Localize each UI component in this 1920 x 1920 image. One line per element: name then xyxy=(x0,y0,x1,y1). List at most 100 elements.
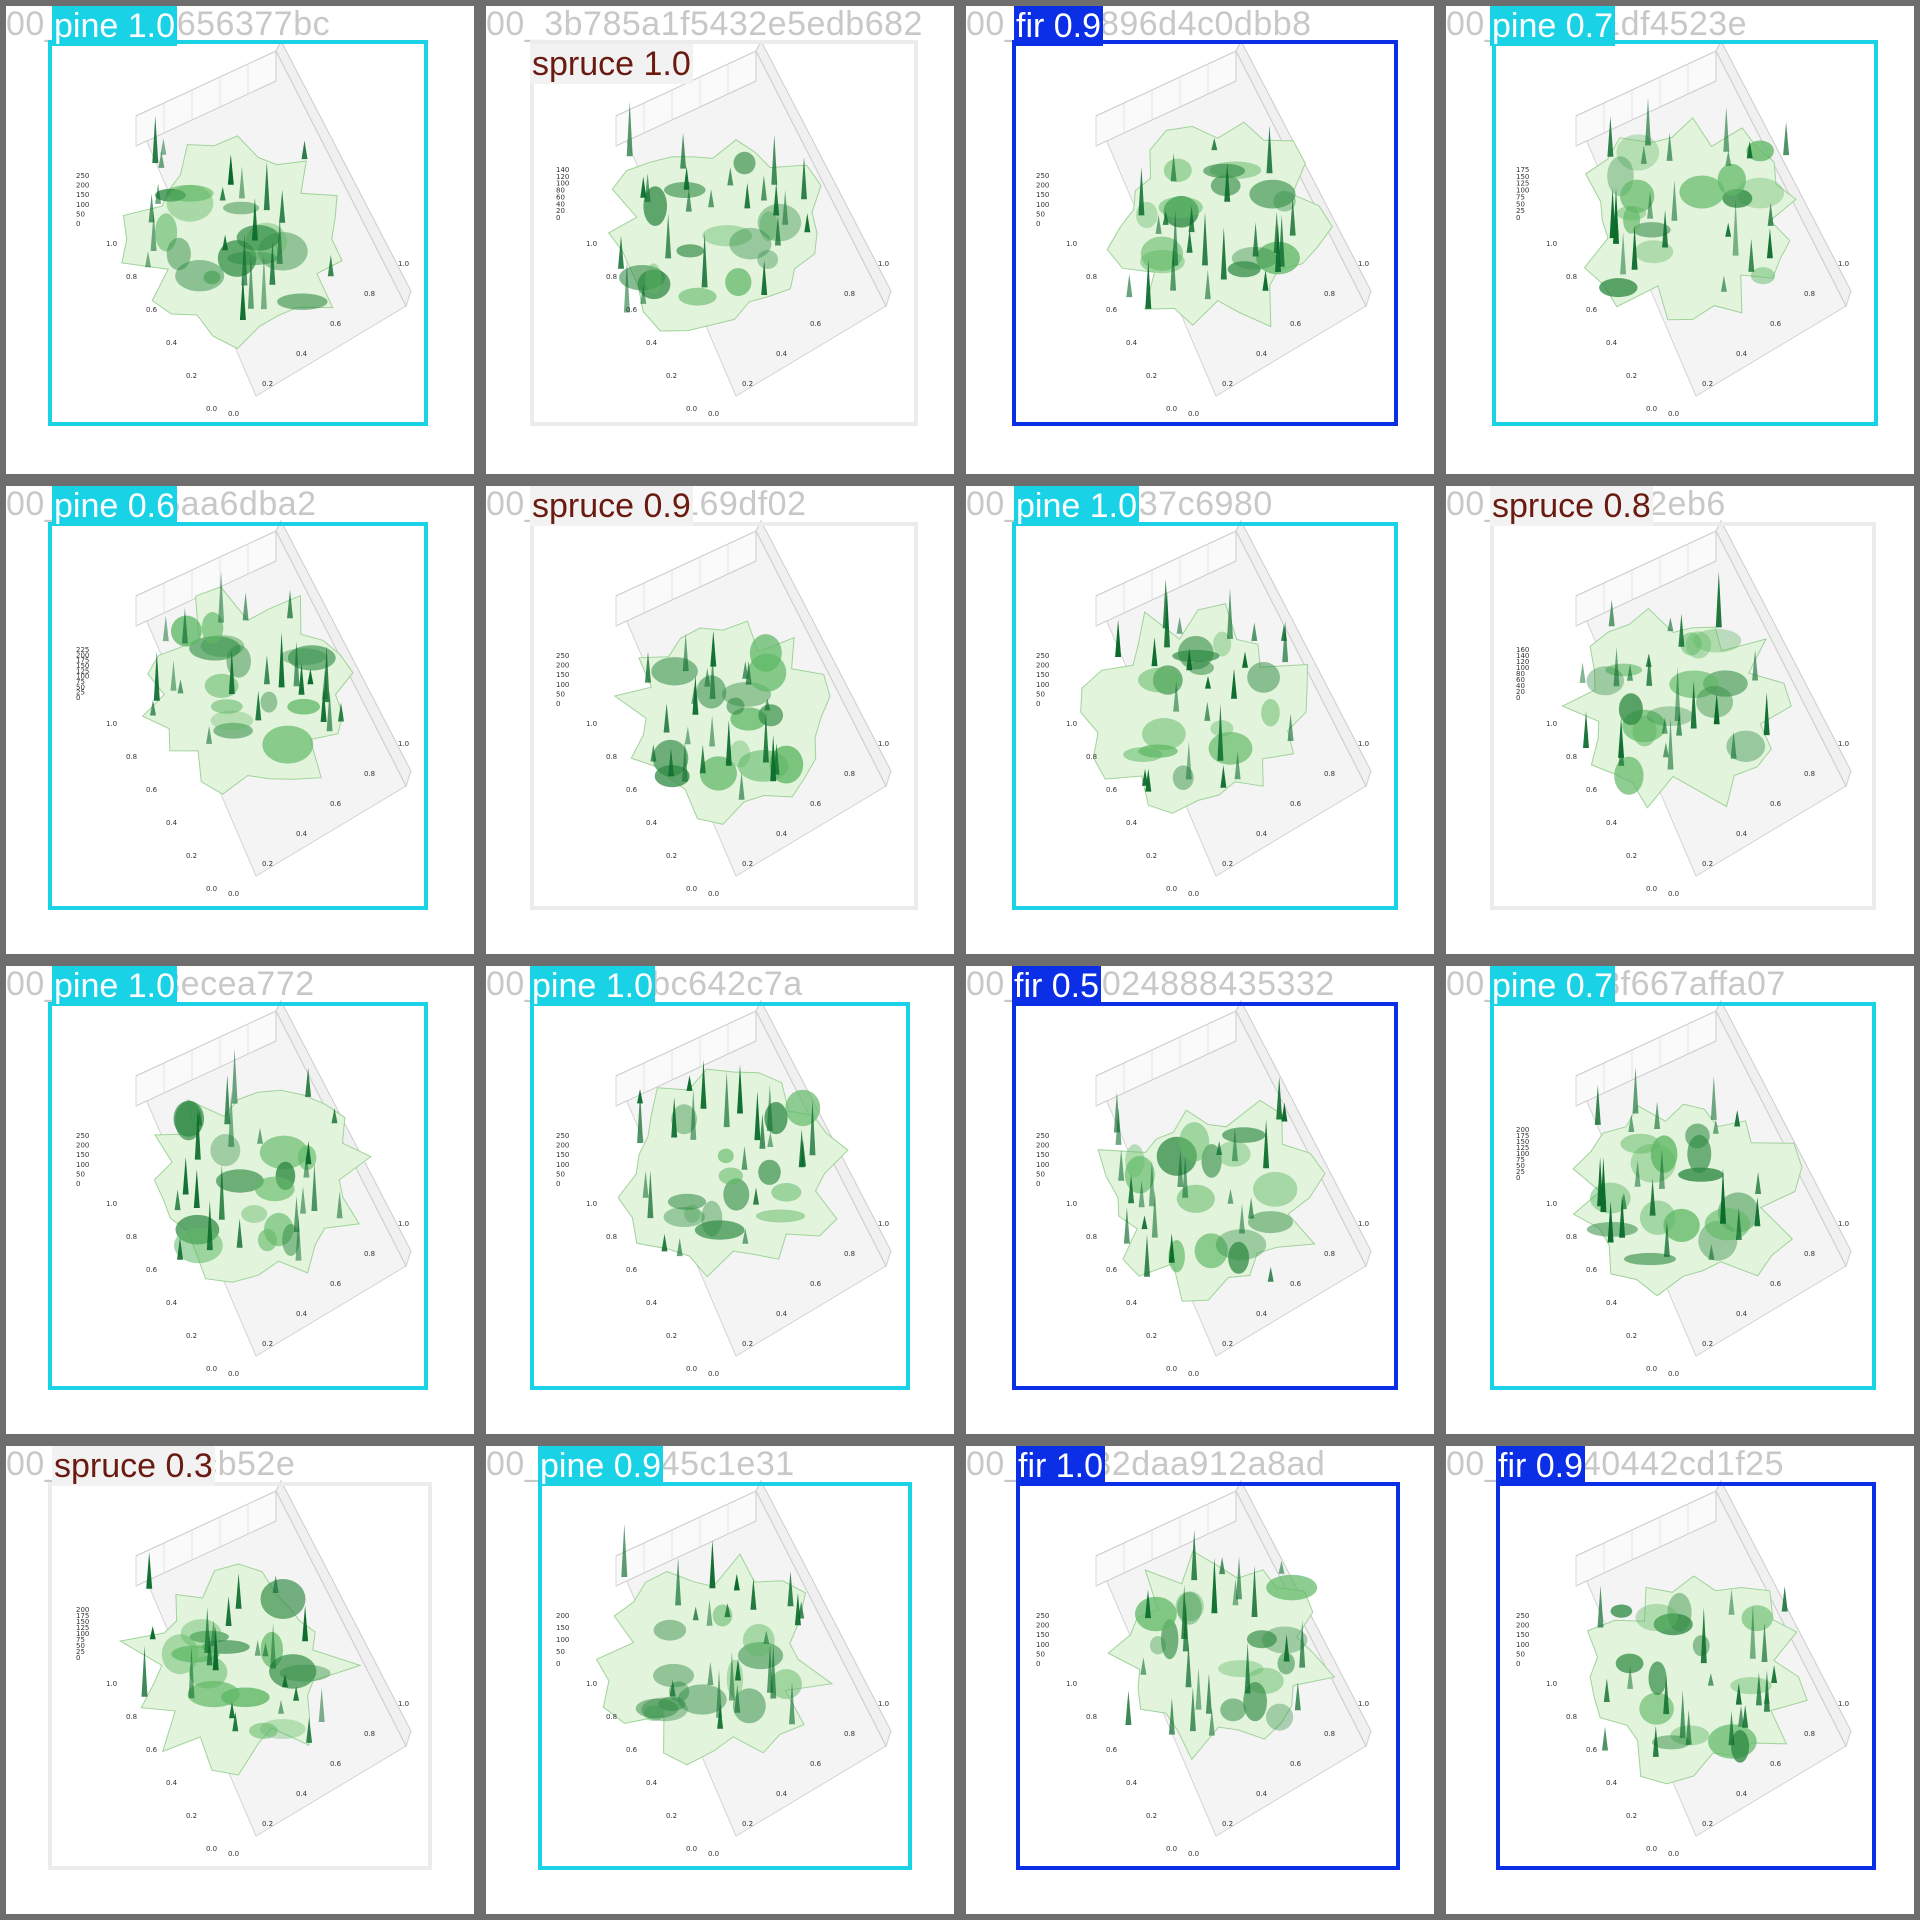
surface-spike xyxy=(709,715,716,747)
surface-patch xyxy=(1663,1208,1700,1242)
y-tick-label: 0.2 xyxy=(666,1812,677,1820)
surface-spike xyxy=(251,197,258,241)
x-tick-label: 0.4 xyxy=(1736,830,1748,838)
surface-spike xyxy=(1148,1160,1155,1207)
surface-spike xyxy=(1188,206,1195,233)
surface-spike xyxy=(626,101,633,157)
x-tick-label: 0.8 xyxy=(1324,770,1335,778)
y-tick-label: 0.0 xyxy=(206,405,217,413)
surface-spike xyxy=(716,1669,722,1718)
surface-patch xyxy=(1650,1135,1678,1173)
surface-spike xyxy=(1231,668,1237,699)
surface-spike xyxy=(255,690,262,721)
surface-patch xyxy=(1123,747,1163,762)
surface-spike xyxy=(644,173,651,202)
surface-spike xyxy=(1211,1557,1218,1614)
detection-tile: 250 200 150 100 50 0 1.0 0.8 0.6 0.4 0.2 0.0 0.0 0.2 0… xyxy=(486,486,954,954)
surface-spike xyxy=(1224,163,1231,202)
y-tick-label: 0.6 xyxy=(1586,306,1598,314)
surface-patch xyxy=(1679,175,1725,209)
surface-patch xyxy=(1142,718,1186,750)
surface-spike xyxy=(665,213,672,259)
surface-spike xyxy=(1252,222,1259,257)
detection-tile: 200 150 100 50 0 1.0 0.8 0.6 0.4 0.2 0.0 0.0 0.2 0.4 0… xyxy=(486,1446,954,1914)
surface-spike xyxy=(1248,1197,1255,1219)
surface-spike xyxy=(318,1687,325,1722)
surface-patch xyxy=(1248,1211,1293,1234)
z-tick-label: 250 xyxy=(1036,1132,1049,1140)
surface-patch xyxy=(1277,1652,1295,1675)
surface-patch xyxy=(1218,1660,1264,1678)
surface-spike xyxy=(1138,1180,1145,1208)
surface-patch xyxy=(269,1654,317,1689)
z-tick-label: 75 xyxy=(1516,1156,1525,1164)
surface-spike xyxy=(1144,1234,1150,1277)
z-tick-label: 0 xyxy=(556,214,560,222)
surface-patch xyxy=(1599,278,1638,298)
z-tick-label: 150 xyxy=(1036,1151,1049,1159)
surface-spike xyxy=(1766,228,1773,259)
x-tick-label: 0.0 xyxy=(228,890,239,898)
surface-spike xyxy=(287,589,293,619)
z-tick-label: 250 xyxy=(76,172,89,180)
x-tick-label: 0.6 xyxy=(1770,1280,1782,1288)
x-tick-label: 0.8 xyxy=(364,290,375,298)
surface-spike xyxy=(1140,1657,1147,1675)
detection-bounding-box xyxy=(530,40,918,426)
x-tick-label: 0.2 xyxy=(1222,380,1233,388)
x-tick-label: 0.8 xyxy=(364,1250,375,1258)
y-tick-label: 0.6 xyxy=(1586,1266,1598,1274)
surface-patch xyxy=(1228,1241,1250,1274)
y-tick-label: 0.4 xyxy=(166,1299,178,1307)
surface-patch xyxy=(1203,163,1246,179)
z-tick-label: 150 xyxy=(556,671,569,679)
x-tick-label: 0.6 xyxy=(810,1760,822,1768)
surface-spike xyxy=(709,656,716,699)
surface-spike xyxy=(254,1639,261,1656)
surface-spike xyxy=(1278,214,1285,267)
surface-patch xyxy=(1179,1122,1210,1162)
class-confidence-label: pine 0.7 xyxy=(1490,966,1615,1006)
surface-spike xyxy=(1185,741,1192,780)
surface-patch xyxy=(1717,163,1746,196)
x-tick-label: 1.0 xyxy=(1358,1220,1369,1228)
z-tick-label: 150 xyxy=(76,662,89,670)
surface-spike xyxy=(298,662,305,695)
surface-spike xyxy=(1628,1114,1635,1132)
surface-spike xyxy=(1220,765,1227,788)
detection-bounding-box xyxy=(48,522,428,910)
detection-tile: 250 200 150 100 50 0 1.0 0.8 0.6 0.4 0.2 0.0 0.0 0.2 0… xyxy=(6,966,474,1434)
surface-spike xyxy=(1618,717,1625,758)
surface-spike xyxy=(1627,664,1633,681)
surface-spike xyxy=(177,1237,183,1260)
surface-patch xyxy=(175,1101,203,1141)
surface-spike xyxy=(1262,270,1269,291)
surface-patch xyxy=(1741,1605,1773,1632)
y-tick-label: 0.4 xyxy=(1606,1299,1618,1307)
z-tick-label: 150 xyxy=(556,1151,569,1159)
surface-patch xyxy=(1624,1252,1676,1266)
x-tick-label: 1.0 xyxy=(1358,1700,1369,1708)
x-tick-label: 0.0 xyxy=(228,1370,239,1378)
surface-spike xyxy=(640,284,647,304)
z-tick-label: 100 xyxy=(1516,187,1529,195)
surface-spike xyxy=(1283,1633,1290,1662)
y-tick-label: 0.4 xyxy=(1126,819,1138,827)
detection-bounding-box xyxy=(1492,40,1878,426)
class-confidence-label: fir 0.5 xyxy=(1012,966,1102,1006)
surface-spike xyxy=(1754,1197,1761,1227)
surface-patch xyxy=(210,699,243,714)
surface-patch xyxy=(1614,756,1644,795)
surface-patch xyxy=(1678,1167,1724,1182)
surface-patch xyxy=(668,1681,690,1702)
y-tick-label: 0.2 xyxy=(1626,1332,1637,1340)
detection-tile: 225 200 175 150 125 100 75 50 25 0 1.0 0.8 0.6 0.4 0.2… xyxy=(6,486,474,954)
z-tick-label: 0 xyxy=(1036,220,1040,228)
y-tick-label: 0.2 xyxy=(1146,1332,1157,1340)
surface-spike xyxy=(327,254,334,277)
surface-spike xyxy=(699,744,706,774)
